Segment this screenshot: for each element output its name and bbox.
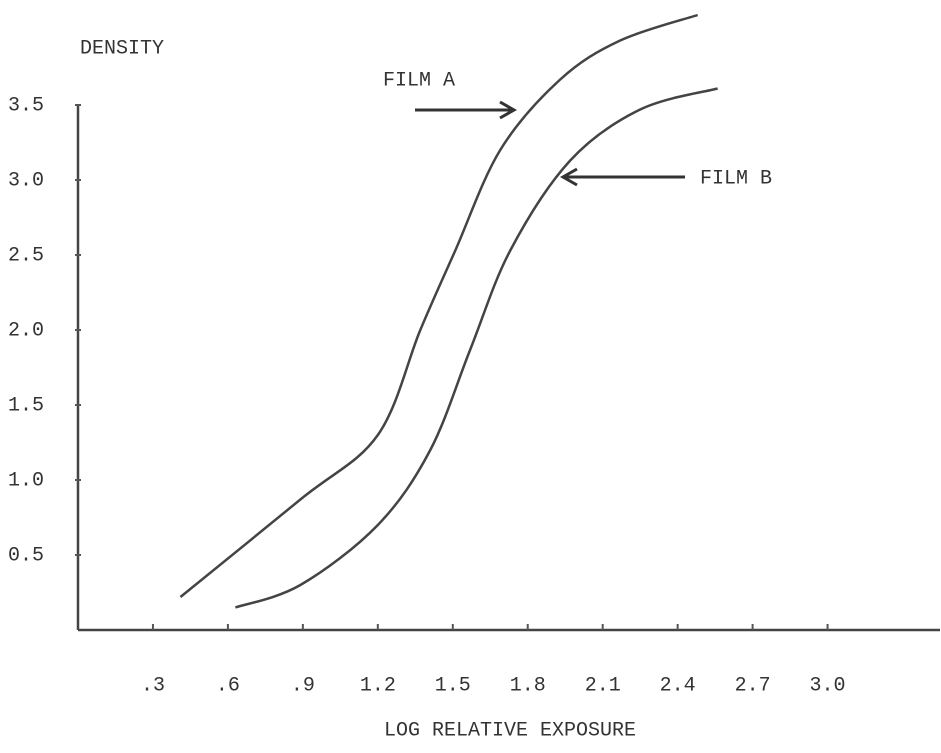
annotation: FILM B xyxy=(700,167,772,190)
y-tick-label: 2.0 xyxy=(8,319,44,342)
x-tick-label: 2.1 xyxy=(585,674,621,697)
x-tick-label: 3.0 xyxy=(810,674,846,697)
y-axis-label: DENSITY xyxy=(80,37,164,60)
y-tick-label: 1.5 xyxy=(8,394,44,417)
x-tick-label: 1.2 xyxy=(360,674,396,697)
arrow xyxy=(415,100,518,120)
x-tick-label: 1.8 xyxy=(510,674,546,697)
x-tick-label: .3 xyxy=(141,674,165,697)
y-tick-label: 2.5 xyxy=(8,244,44,267)
x-tick-label: 2.7 xyxy=(735,674,771,697)
x-tick-label: 2.4 xyxy=(660,674,696,697)
y-tick-label: 3.0 xyxy=(8,169,44,192)
x-tick-label: .9 xyxy=(291,674,315,697)
annotation: FILM A xyxy=(383,69,455,92)
y-tick-label: 3.5 xyxy=(8,94,44,117)
curve xyxy=(235,87,718,609)
x-axis-label: LOG RELATIVE EXPOSURE xyxy=(384,719,636,742)
x-tick-label: 1.5 xyxy=(435,674,471,697)
y-tick-label: 1.0 xyxy=(8,469,44,492)
curve xyxy=(179,13,699,598)
y-tick-label: 0.5 xyxy=(8,544,44,567)
x-tick-label: .6 xyxy=(216,674,240,697)
arrow xyxy=(559,167,685,187)
